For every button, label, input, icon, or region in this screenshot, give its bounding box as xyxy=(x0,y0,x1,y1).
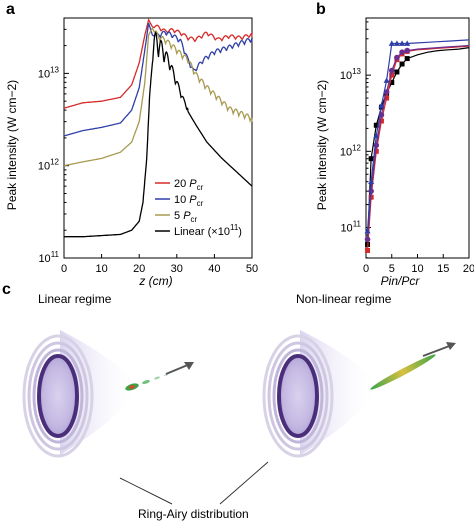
panel-label-c: c xyxy=(2,281,11,298)
y-tick-label: 1013 xyxy=(340,67,362,82)
linear-beam-illustration xyxy=(22,330,194,458)
panel-b-plot-frame xyxy=(365,17,470,259)
ring-airy-caption: Ring-Airy distribution xyxy=(138,507,249,521)
series-line xyxy=(366,44,470,240)
data-point xyxy=(388,40,395,46)
panel-a-chart: 0 10 20 30 40 50 1011 1012 1013 20 Pcr 10 Pcr 5 Pcr… xyxy=(38,17,258,275)
y-tick-label: 1013 xyxy=(38,65,60,80)
legend-label: 20 Pcr xyxy=(174,178,204,192)
legend-label: 5 Pcr xyxy=(174,210,198,224)
data-point xyxy=(364,236,371,243)
data-point xyxy=(399,61,405,67)
panel-c-illustration xyxy=(22,330,456,505)
data-point xyxy=(393,40,400,46)
data-point xyxy=(378,118,384,124)
x-tick-label: 5 xyxy=(389,263,395,275)
series-line xyxy=(64,31,253,238)
data-point xyxy=(373,142,380,149)
panel-a-ylabel: Peak intensity (W cm−2) xyxy=(5,80,19,210)
data-point xyxy=(383,77,390,83)
x-tick-label: 10 xyxy=(95,263,107,275)
data-point xyxy=(384,95,390,101)
y-tick-label: 1011 xyxy=(38,250,59,265)
x-tick-label: 0 xyxy=(61,263,67,275)
series-line xyxy=(366,45,470,251)
x-tick-label: 30 xyxy=(171,263,183,275)
legend-label: 10 Pcr xyxy=(174,194,204,208)
data-point xyxy=(388,67,395,74)
panel-b-chart: 0 5 10 15 20 1011 1012 1013 xyxy=(340,17,474,275)
y-tick-label: 1011 xyxy=(340,220,361,235)
series-line xyxy=(366,47,470,245)
x-tick-label: 15 xyxy=(437,263,449,275)
data-point xyxy=(389,80,395,86)
panel-b-ylabel: Peak intensity (W cm−2) xyxy=(315,80,329,210)
nonlinear-regime-title: Non-linear regime xyxy=(296,292,392,306)
data-point xyxy=(404,40,411,46)
data-point xyxy=(404,56,410,62)
x-tick-label: 40 xyxy=(208,263,220,275)
series-line xyxy=(366,39,470,232)
data-point xyxy=(373,132,380,139)
linear-regime-title: Linear regime xyxy=(38,292,112,306)
data-point xyxy=(394,54,400,61)
nonlinear-beam-illustration xyxy=(262,330,456,458)
y-tick-label: 1012 xyxy=(38,158,60,173)
data-point xyxy=(373,122,379,128)
data-point xyxy=(399,49,405,56)
panel-a-xlabel: z (cm) xyxy=(138,274,172,288)
series-line xyxy=(63,18,253,109)
legend-label: Linear (×1011) xyxy=(174,223,242,238)
data-point xyxy=(389,72,395,78)
x-tick-label: 20 xyxy=(133,263,145,275)
panel-label-b: b xyxy=(316,1,326,18)
arrow-icon xyxy=(184,362,194,370)
data-point xyxy=(368,178,375,185)
x-tick-label: 0 xyxy=(363,263,369,275)
data-point xyxy=(399,40,406,46)
data-point xyxy=(404,47,411,54)
x-tick-label: 10 xyxy=(411,263,423,275)
panel-b-xlabel: Pin/Pcr xyxy=(381,274,421,288)
data-point xyxy=(368,156,374,162)
series-line xyxy=(63,26,253,167)
data-point xyxy=(365,247,371,253)
y-tick-label: 1012 xyxy=(340,143,362,158)
data-point xyxy=(373,148,379,154)
arrow-icon xyxy=(446,342,456,350)
data-point xyxy=(394,69,400,75)
data-point xyxy=(378,102,385,108)
x-tick-label: 50 xyxy=(246,263,258,275)
x-tick-label: 20 xyxy=(463,263,474,275)
data-point xyxy=(383,89,390,95)
panel-label-a: a xyxy=(6,1,15,18)
series-line xyxy=(63,22,253,137)
data-point xyxy=(364,227,371,234)
